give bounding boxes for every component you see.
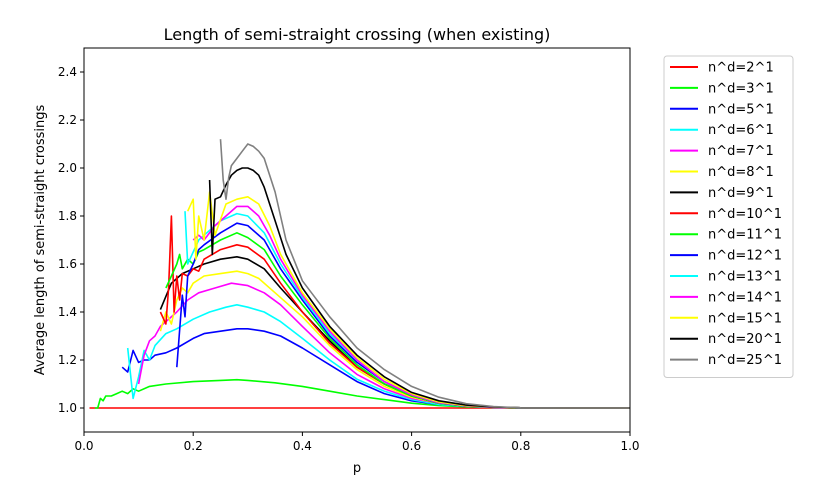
legend-label: n^d=13^1 xyxy=(708,270,782,285)
y-tick-label: 1.0 xyxy=(58,401,77,415)
y-tick-label: 2.0 xyxy=(58,161,77,175)
legend-label: n^d=15^1 xyxy=(708,311,782,326)
legend-label: n^d=9^1 xyxy=(708,186,774,201)
legend: n^d=2^1 n^d=3^1 n^d=5^1 n^d=6^1 n^d=7^1 n^d=8… xyxy=(663,55,794,378)
y-ticks: 1.0 1.2 1.4 1.6 1.8 2.0 2.2 2.4 xyxy=(58,65,84,415)
x-axis-label: p xyxy=(353,461,361,476)
legend-label: n^d=3^1 xyxy=(708,81,774,96)
series-line-2 xyxy=(121,327,630,409)
x-tick-label: 0.0 xyxy=(74,439,93,453)
x-tick-label: 0.8 xyxy=(511,439,530,453)
y-axis-label: Average length of semi-straight crossing… xyxy=(33,104,48,375)
series-line-12 xyxy=(186,191,630,409)
legend-label: n^d=2^1 xyxy=(708,61,774,76)
series-layer xyxy=(89,139,630,409)
x-tick-label: 0.4 xyxy=(293,439,312,453)
legend-label: n^d=6^1 xyxy=(708,123,774,138)
series-line-1 xyxy=(94,378,630,409)
plot-frame xyxy=(83,47,631,433)
legend-label: n^d=7^1 xyxy=(708,144,774,159)
chart-title: Length of semi-straight crossing (when e… xyxy=(164,25,551,44)
series-line-11 xyxy=(192,205,630,409)
y-tick-label: 2.2 xyxy=(58,113,77,127)
legend-label: n^d=5^1 xyxy=(708,102,774,117)
series-line-8 xyxy=(165,232,630,409)
series-line-3 xyxy=(126,303,630,409)
legend-label: n^d=25^1 xyxy=(708,353,782,368)
legend-label: n^d=10^1 xyxy=(708,207,782,222)
y-tick-label: 2.4 xyxy=(58,65,77,79)
y-tick-label: 1.2 xyxy=(58,353,77,367)
x-ticks: 0.0 0.2 0.4 0.6 0.8 1.0 xyxy=(74,432,640,453)
legend-label: n^d=14^1 xyxy=(708,290,782,305)
x-tick-label: 0.2 xyxy=(184,439,203,453)
legend-label: n^d=20^1 xyxy=(708,332,782,347)
y-tick-label: 1.8 xyxy=(58,209,77,223)
legend-label: n^d=11^1 xyxy=(708,228,782,243)
series-line-4 xyxy=(137,282,630,409)
legend-label: n^d=8^1 xyxy=(708,165,774,180)
y-tick-label: 1.4 xyxy=(58,305,77,319)
series-line-13 xyxy=(208,167,630,409)
x-tick-label: 0.6 xyxy=(402,439,421,453)
series-line-14 xyxy=(219,139,630,409)
legend-label: n^d=12^1 xyxy=(708,249,782,264)
y-tick-label: 1.6 xyxy=(58,257,77,271)
x-tick-label: 1.0 xyxy=(620,439,639,453)
